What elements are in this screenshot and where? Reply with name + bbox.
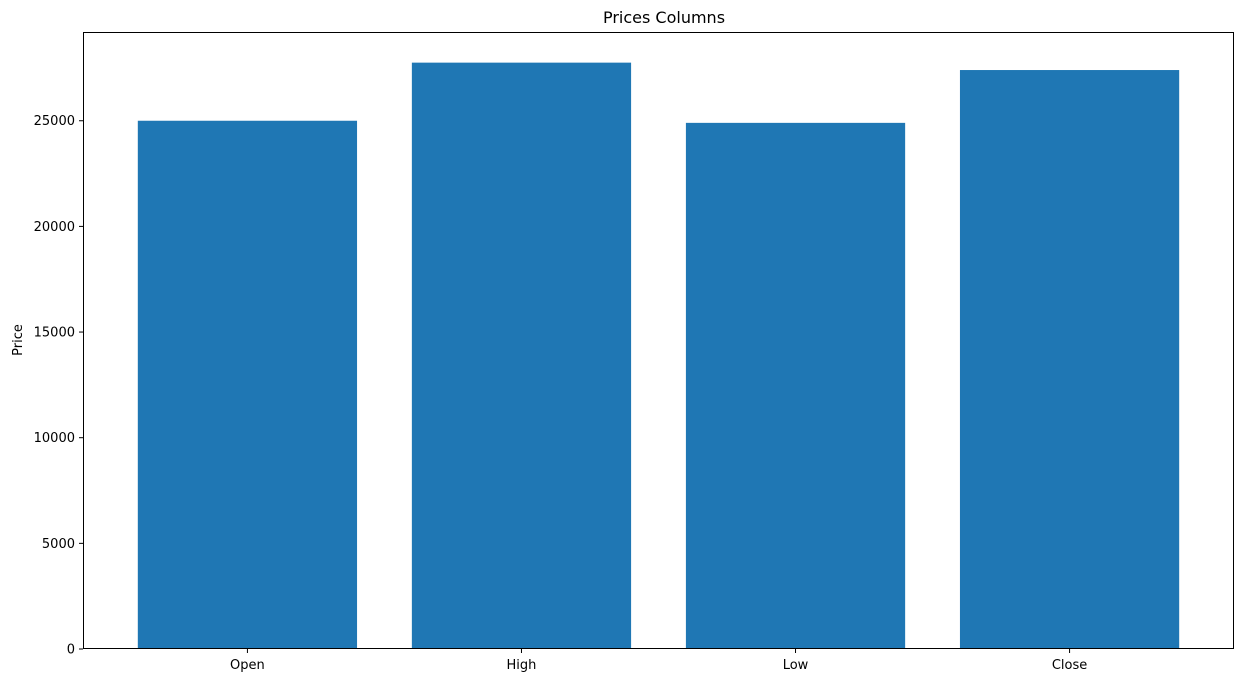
bars-group (137, 62, 1180, 650)
y-tick-label: 5000 (42, 537, 75, 552)
x-tick-label: High (507, 658, 537, 673)
y-tick-label: 25000 (34, 114, 75, 129)
bar-close (959, 70, 1180, 650)
y-axis-label: Price (11, 324, 26, 356)
bar-high (411, 62, 632, 650)
y-tick-label: 10000 (34, 431, 75, 446)
y-tick-label: 0 (67, 643, 75, 658)
y-axis-ticks: 0 5000 10000 15000 20000 25000 (34, 114, 83, 658)
x-tick-label: Close (1052, 658, 1087, 673)
bar-low (685, 122, 906, 649)
bar-open (137, 120, 358, 649)
plot-frame (83, 32, 1234, 649)
x-tick-label: Low (783, 658, 809, 673)
chart-title: Prices Columns (603, 8, 725, 27)
y-tick-label: 20000 (34, 220, 75, 235)
y-tick-label: 15000 (34, 326, 75, 341)
x-axis-ticks: Open High Low Close (230, 649, 1087, 673)
x-tick-label: Open (230, 658, 265, 673)
